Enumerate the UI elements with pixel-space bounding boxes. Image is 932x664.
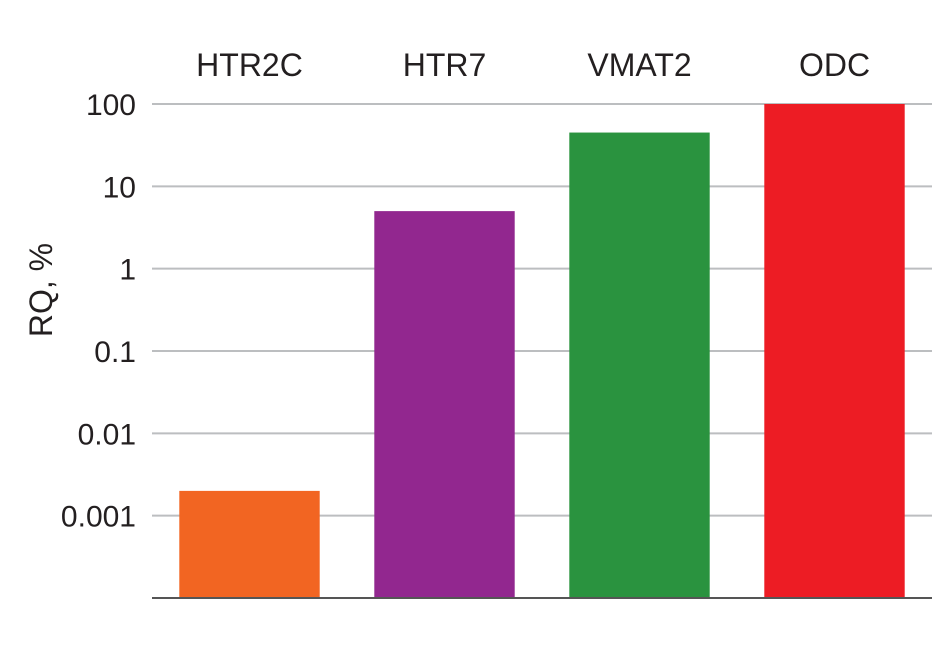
y-tick-labels: 100 10 1 0.1 0.01 0.001 — [61, 89, 136, 534]
category-label: HTR2C — [196, 47, 303, 83]
category-label: VMAT2 — [587, 47, 691, 83]
bar-odc — [764, 104, 905, 598]
y-axis-label: RQ, % — [23, 243, 59, 337]
y-tick-label: 0.01 — [78, 418, 136, 451]
y-tick-label: 0.001 — [61, 501, 136, 534]
y-tick-label: 10 — [103, 171, 136, 204]
category-label: ODC — [799, 47, 870, 83]
category-label: HTR7 — [403, 47, 487, 83]
bar-htr2c — [179, 490, 320, 598]
y-tick-label: 1 — [119, 254, 136, 287]
bar-vmat2 — [569, 132, 710, 598]
y-tick-label: 0.1 — [94, 336, 136, 369]
bar-htr7 — [374, 211, 515, 598]
bars — [179, 104, 905, 598]
category-labels: HTR2C HTR7 VMAT2 ODC — [196, 47, 870, 83]
y-tick-label: 100 — [86, 89, 136, 122]
